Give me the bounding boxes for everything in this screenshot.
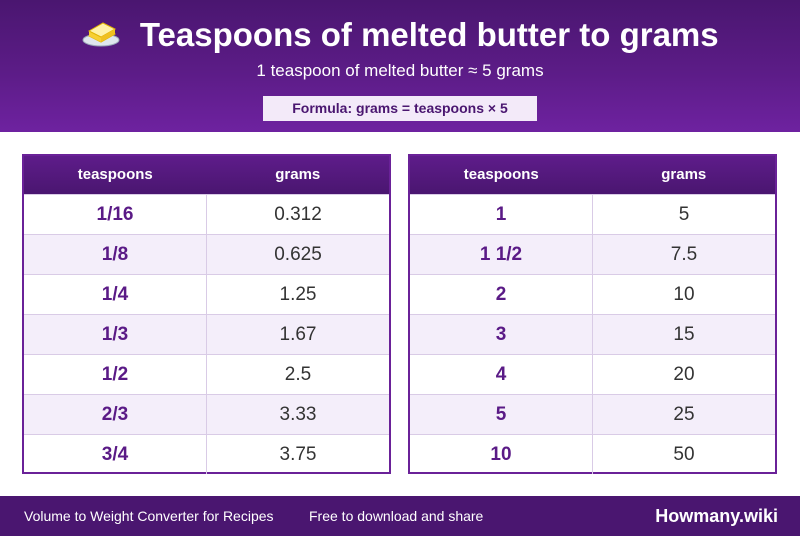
teaspoons-cell: 2 [410,275,593,314]
table-row: 1/2 2.5 [24,354,389,394]
column-header-grams: grams [275,166,321,183]
footer-converter-text: Volume to Weight Converter for Recipes [24,508,274,524]
conversion-table-right: teaspoons grams 1 5 1 1/2 7.5 2 10 3 1 5 … [408,154,777,474]
table-row: 10 50 [410,434,775,474]
teaspoons-cell: 1/8 [24,235,207,274]
title-row: Teaspoons of melted butter to grams [0,14,800,56]
grams-cell: 50 [673,444,695,465]
teaspoons-cell: 5 [410,395,593,434]
grams-cell: 0.625 [274,244,322,265]
table-row: 1 5 [410,194,775,234]
table-row: 3 15 [410,314,775,354]
formula-badge: Formula: grams = teaspoons × 5 [263,96,537,121]
grams-cell: 15 [673,324,695,345]
grams-cell: 3.33 [279,404,317,425]
table-row: 5 25 [410,394,775,434]
grams-cell: 7.5 [670,244,698,265]
page-subtitle: 1 teaspoon of melted butter ≈ 5 grams [256,61,544,80]
grams-cell: 3.75 [279,444,317,465]
table-header: teaspoons grams [24,156,389,194]
teaspoons-cell: 1 [410,195,593,234]
teaspoons-cell: 10 [410,435,593,474]
table-row: 2 10 [410,274,775,314]
grams-cell: 10 [673,284,695,305]
grams-cell: 0.312 [274,204,322,225]
table-row: 1/8 0.625 [24,234,389,274]
column-header-grams: grams [661,166,707,183]
grams-cell: 20 [673,364,695,385]
teaspoons-cell: 3/4 [24,435,207,474]
column-header-teaspoons: teaspoons [77,166,153,183]
table-row: 3/4 3.75 [24,434,389,474]
table-row: 1/4 1.25 [24,274,389,314]
conversion-table-left: teaspoons grams 1/16 0.312 1/8 0.625 1/4… [22,154,391,474]
teaspoons-cell: 2/3 [24,395,207,434]
page-title: Teaspoons of melted butter to grams [139,16,719,53]
grams-cell: 2.5 [284,364,312,385]
teaspoons-cell: 1 1/2 [410,235,593,274]
table-row: 1/3 1.67 [24,314,389,354]
teaspoons-cell: 1/2 [24,355,207,394]
table-row: 1 1/2 7.5 [410,234,775,274]
brand-logo-text[interactable]: Howmany.wiki [655,506,778,526]
butter-icon [81,18,121,53]
table-row: 1/16 0.312 [24,194,389,234]
header-banner: Teaspoons of melted butter to grams 1 te… [0,0,800,132]
teaspoons-cell: 1/4 [24,275,207,314]
grams-cell: 1.25 [279,284,317,305]
teaspoons-cell: 1/16 [24,195,207,234]
grams-cell: 1.67 [279,324,317,345]
teaspoons-cell: 1/3 [24,315,207,354]
teaspoons-cell: 3 [410,315,593,354]
grams-cell: 5 [678,204,690,225]
grams-cell: 25 [673,404,695,425]
table-row: 2/3 3.33 [24,394,389,434]
table-row: 4 20 [410,354,775,394]
column-header-teaspoons: teaspoons [463,166,539,183]
footer-bar: Volume to Weight Converter for Recipes F… [0,496,800,536]
teaspoons-cell: 4 [410,355,593,394]
table-header: teaspoons grams [410,156,775,194]
footer-share-text: Free to download and share [309,508,484,524]
